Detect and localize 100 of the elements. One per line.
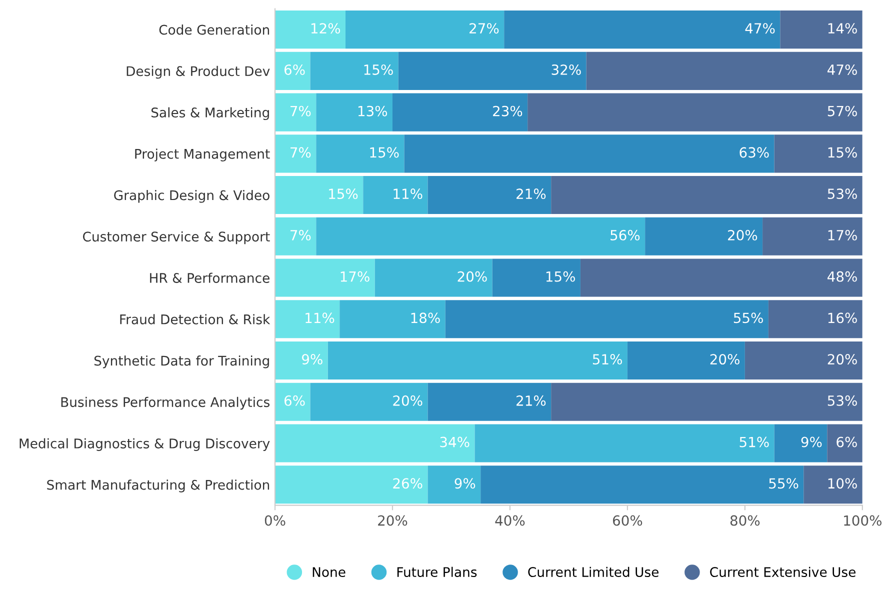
y-tick-label: Business Performance Analytics xyxy=(61,396,270,410)
y-tick-label: HR & Performance xyxy=(150,272,270,283)
data-label: 7% xyxy=(290,106,311,116)
y-tick-label: Medical Diagnostics & Drug Discovery xyxy=(20,438,270,452)
bar xyxy=(275,134,316,173)
bar xyxy=(627,341,745,380)
x-tick-label: 60% xyxy=(612,515,642,526)
data-label: 23% xyxy=(493,106,522,116)
y-tick-label: Sales & Marketing xyxy=(151,107,269,120)
bar xyxy=(480,466,804,504)
legend-label: None xyxy=(312,567,346,578)
bar xyxy=(744,341,862,380)
y-tick-label: Code Generation xyxy=(159,24,270,35)
bar xyxy=(346,10,504,49)
bar xyxy=(827,424,862,462)
bar xyxy=(804,466,862,504)
bar xyxy=(310,52,398,90)
data-label: 14% xyxy=(828,23,857,34)
bar xyxy=(580,258,862,297)
bar xyxy=(310,382,428,421)
data-label: 34% xyxy=(440,436,470,448)
data-label: 21% xyxy=(516,188,546,200)
bar xyxy=(328,341,628,380)
data-label: 20% xyxy=(828,354,857,365)
bar xyxy=(445,300,768,338)
bar xyxy=(398,52,586,90)
data-label: 27% xyxy=(470,23,499,34)
bar xyxy=(504,10,780,49)
bar xyxy=(780,10,862,49)
bar xyxy=(275,93,316,132)
bar xyxy=(551,176,862,214)
bar xyxy=(392,93,528,132)
data-label: 53% xyxy=(828,395,857,406)
data-label: 51% xyxy=(592,354,622,365)
data-label: 20% xyxy=(728,230,758,240)
x-tick-label: 80% xyxy=(730,515,760,526)
bar xyxy=(275,52,310,90)
bar xyxy=(762,217,862,256)
data-label: 15% xyxy=(364,64,393,75)
data-label: 12% xyxy=(311,23,340,34)
data-label: 51% xyxy=(740,436,769,448)
bar xyxy=(528,93,862,132)
data-label: 56% xyxy=(610,230,640,240)
bar xyxy=(428,382,552,421)
x-tick-label: 20% xyxy=(378,515,408,526)
data-label: 32% xyxy=(552,64,581,75)
data-label: 15% xyxy=(546,271,575,282)
bar xyxy=(275,300,340,338)
data-label: 15% xyxy=(370,147,399,158)
y-tick-label: Smart Manufacturing & Prediction xyxy=(47,480,270,492)
data-label: 10% xyxy=(828,478,857,489)
bar xyxy=(774,424,828,462)
data-label: 47% xyxy=(745,23,775,34)
x-tick-label: 100% xyxy=(844,515,882,526)
data-label: 55% xyxy=(769,478,798,489)
bar xyxy=(316,134,404,173)
bar xyxy=(474,424,774,462)
bar xyxy=(275,258,375,297)
y-tick-label: Project Management xyxy=(135,148,270,162)
data-label: 55% xyxy=(734,312,763,324)
bar xyxy=(340,300,446,338)
bar xyxy=(275,10,346,49)
data-label: 6% xyxy=(836,436,857,448)
data-label: 6% xyxy=(284,395,305,406)
data-label: 7% xyxy=(290,230,311,240)
legend-label: Current Extensive Use xyxy=(710,566,856,578)
data-label: 9% xyxy=(302,354,322,365)
y-tick-label: Design & Product Dev xyxy=(126,66,270,79)
y-tick-label: Fraud Detection & Risk xyxy=(120,314,270,324)
data-label: 21% xyxy=(516,395,546,406)
data-label: 48% xyxy=(828,271,857,282)
data-label: 11% xyxy=(306,312,334,324)
bar xyxy=(428,466,481,504)
y-tick-label: Synthetic Data for Training xyxy=(94,355,269,368)
bar xyxy=(404,134,774,173)
y-tick-label: Graphic Design & Video xyxy=(114,190,270,203)
bar xyxy=(374,258,492,297)
data-label: 11% xyxy=(394,188,422,200)
data-label: 17% xyxy=(828,230,857,240)
bar xyxy=(428,176,552,214)
data-label: 13% xyxy=(358,106,388,116)
bar xyxy=(586,52,862,90)
data-label: 6% xyxy=(284,64,305,75)
bar xyxy=(275,217,316,256)
bar xyxy=(275,424,475,462)
bar xyxy=(774,134,862,173)
data-label: 20% xyxy=(393,395,422,406)
x-tick-label: 40% xyxy=(495,515,525,526)
y-tick-label: Customer Service & Support xyxy=(83,231,270,244)
data-label: 26% xyxy=(393,478,422,489)
bar xyxy=(275,176,364,214)
data-label: 15% xyxy=(828,147,857,158)
data-label: 18% xyxy=(411,312,440,324)
data-label: 17% xyxy=(340,271,370,282)
data-label: 7% xyxy=(290,147,311,158)
x-tick-label: 0% xyxy=(264,515,286,526)
bar xyxy=(768,300,862,338)
bar xyxy=(275,466,428,504)
bar xyxy=(316,217,646,256)
data-label: 15% xyxy=(329,188,358,200)
